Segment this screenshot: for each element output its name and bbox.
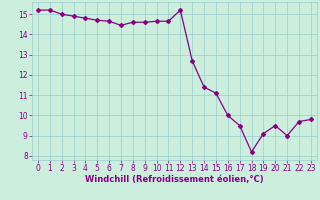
X-axis label: Windchill (Refroidissement éolien,°C): Windchill (Refroidissement éolien,°C) (85, 175, 264, 184)
